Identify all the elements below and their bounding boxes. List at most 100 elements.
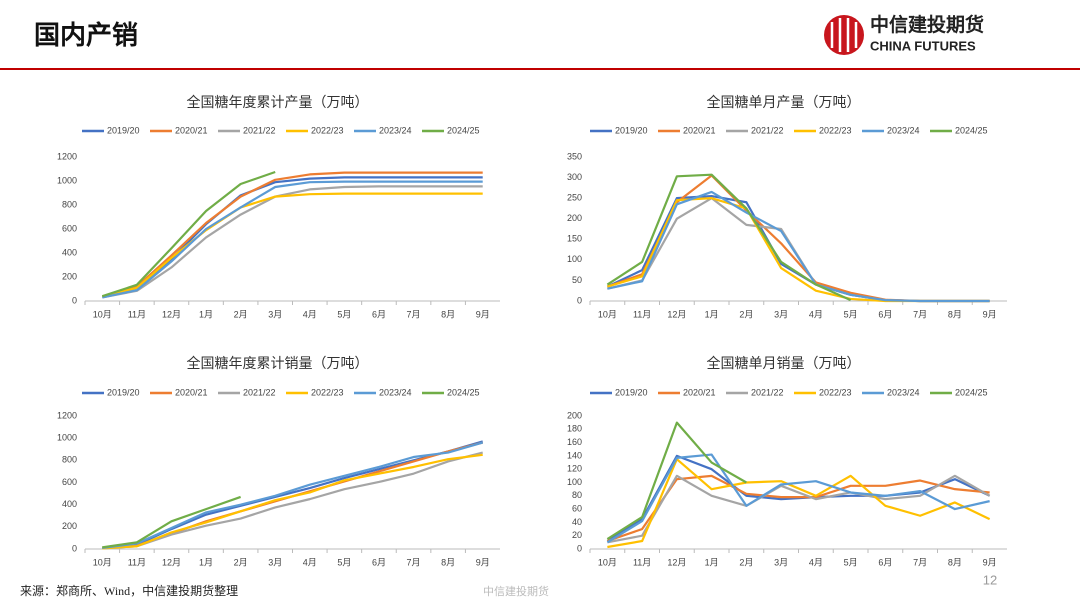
x-tick-label: 5月 xyxy=(337,309,351,319)
x-tick-label: 3月 xyxy=(268,309,282,319)
x-tick-label: 9月 xyxy=(476,557,490,567)
x-tick-label: 7月 xyxy=(913,309,927,319)
legend-label: 2024/25 xyxy=(955,125,988,135)
series-line xyxy=(102,451,483,550)
legend-label: 2021/22 xyxy=(751,387,784,397)
y-tick-label: 1000 xyxy=(57,175,77,185)
y-tick-label: 100 xyxy=(567,477,582,487)
x-tick-label: 5月 xyxy=(844,309,858,319)
x-tick-label: 8月 xyxy=(948,309,962,319)
legend-label: 2022/23 xyxy=(311,387,344,397)
x-tick-label: 12月 xyxy=(667,309,686,319)
x-tick-label: 12月 xyxy=(667,557,686,567)
source-note: 来源：郑商所、Wind，中信建投期货整理 xyxy=(20,583,238,598)
y-tick-label: 140 xyxy=(567,450,582,460)
chart-title: 全国糖年度累计销量（万吨） xyxy=(187,355,369,372)
legend-label: 2024/25 xyxy=(955,387,988,397)
legend-label: 2020/21 xyxy=(683,387,716,397)
x-tick-label: 7月 xyxy=(407,557,421,567)
x-tick-label: 2月 xyxy=(739,309,753,319)
x-tick-label: 12月 xyxy=(162,557,181,567)
legend-label: 2021/22 xyxy=(243,387,276,397)
x-tick-label: 10月 xyxy=(93,309,112,319)
x-tick-label: 2月 xyxy=(739,557,753,567)
y-tick-label: 1200 xyxy=(57,151,77,161)
series-line xyxy=(102,192,483,298)
x-tick-label: 10月 xyxy=(93,557,112,567)
x-tick-label: 3月 xyxy=(774,557,788,567)
x-tick-label: 8月 xyxy=(948,557,962,567)
series-line xyxy=(101,170,276,298)
x-tick-label: 2月 xyxy=(234,557,248,567)
y-tick-label: 1000 xyxy=(57,433,77,443)
x-tick-label: 4月 xyxy=(809,557,823,567)
logo-circle xyxy=(824,15,864,55)
page-title: 国内产销 xyxy=(34,21,138,50)
y-tick-label: 0 xyxy=(577,543,582,553)
legend-label: 2020/21 xyxy=(175,125,208,135)
legend-label: 2023/24 xyxy=(887,387,920,397)
header-rule xyxy=(0,68,1080,70)
x-tick-label: 6月 xyxy=(372,557,386,567)
y-tick-label: 120 xyxy=(567,464,582,474)
y-tick-label: 400 xyxy=(62,247,77,257)
x-tick-label: 11月 xyxy=(633,557,651,567)
legend-label: 2024/25 xyxy=(447,125,480,135)
x-tick-label: 6月 xyxy=(372,309,386,319)
series-line xyxy=(607,474,991,544)
legend-label: 2021/22 xyxy=(751,125,784,135)
y-tick-label: 50 xyxy=(572,275,582,285)
logo-cn: 中信建投期货 xyxy=(870,13,984,36)
y-tick-label: 200 xyxy=(567,213,582,223)
y-tick-label: 600 xyxy=(62,477,77,487)
y-tick-label: 0 xyxy=(72,295,77,305)
series-line xyxy=(102,185,483,299)
x-tick-label: 1月 xyxy=(199,557,213,567)
y-tick-label: 800 xyxy=(62,199,77,209)
legend-label: 2024/25 xyxy=(447,387,480,397)
x-tick-label: 10月 xyxy=(598,557,617,567)
series-line xyxy=(607,197,990,303)
y-tick-label: 80 xyxy=(572,490,582,500)
x-tick-label: 9月 xyxy=(983,309,997,319)
legend-label: 2020/21 xyxy=(683,125,716,135)
series-line xyxy=(102,453,483,550)
x-tick-label: 4月 xyxy=(303,309,317,319)
series-line xyxy=(606,421,747,540)
legend-label: 2022/23 xyxy=(819,387,852,397)
watermark: 中信建投期货 xyxy=(483,584,549,598)
x-tick-label: 7月 xyxy=(407,309,421,319)
chart-title: 全国糖年度累计产量（万吨） xyxy=(187,94,369,111)
y-tick-label: 40 xyxy=(572,517,582,527)
x-tick-label: 8月 xyxy=(441,557,455,567)
y-tick-label: 400 xyxy=(62,499,77,509)
logo-en: CHINA FUTURES xyxy=(870,38,976,53)
x-tick-label: 4月 xyxy=(809,309,823,319)
logo-mark xyxy=(830,18,858,52)
y-tick-label: 0 xyxy=(577,295,582,305)
x-tick-label: 9月 xyxy=(983,557,997,567)
series-line xyxy=(102,495,241,549)
x-tick-label: 3月 xyxy=(268,557,282,567)
series-line xyxy=(606,173,852,302)
series-line xyxy=(607,197,990,303)
x-tick-label: 11月 xyxy=(128,557,146,567)
x-tick-label: 11月 xyxy=(633,309,651,319)
y-tick-label: 1200 xyxy=(57,410,77,420)
series-line xyxy=(606,194,990,303)
legend-label: 2019/20 xyxy=(107,387,140,397)
chart-title: 全国糖单月产量（万吨） xyxy=(707,94,861,111)
x-tick-label: 10月 xyxy=(598,309,617,319)
x-tick-label: 1月 xyxy=(705,309,719,319)
series-line xyxy=(607,458,991,549)
y-tick-label: 150 xyxy=(567,234,582,244)
series-line xyxy=(102,441,484,549)
y-tick-label: 180 xyxy=(567,424,582,434)
legend-label: 2019/20 xyxy=(107,125,140,135)
x-tick-label: 3月 xyxy=(774,309,788,319)
legend-label: 2021/22 xyxy=(243,125,276,135)
x-tick-label: 5月 xyxy=(844,557,858,567)
x-tick-label: 4月 xyxy=(303,557,317,567)
y-tick-label: 800 xyxy=(62,455,77,465)
